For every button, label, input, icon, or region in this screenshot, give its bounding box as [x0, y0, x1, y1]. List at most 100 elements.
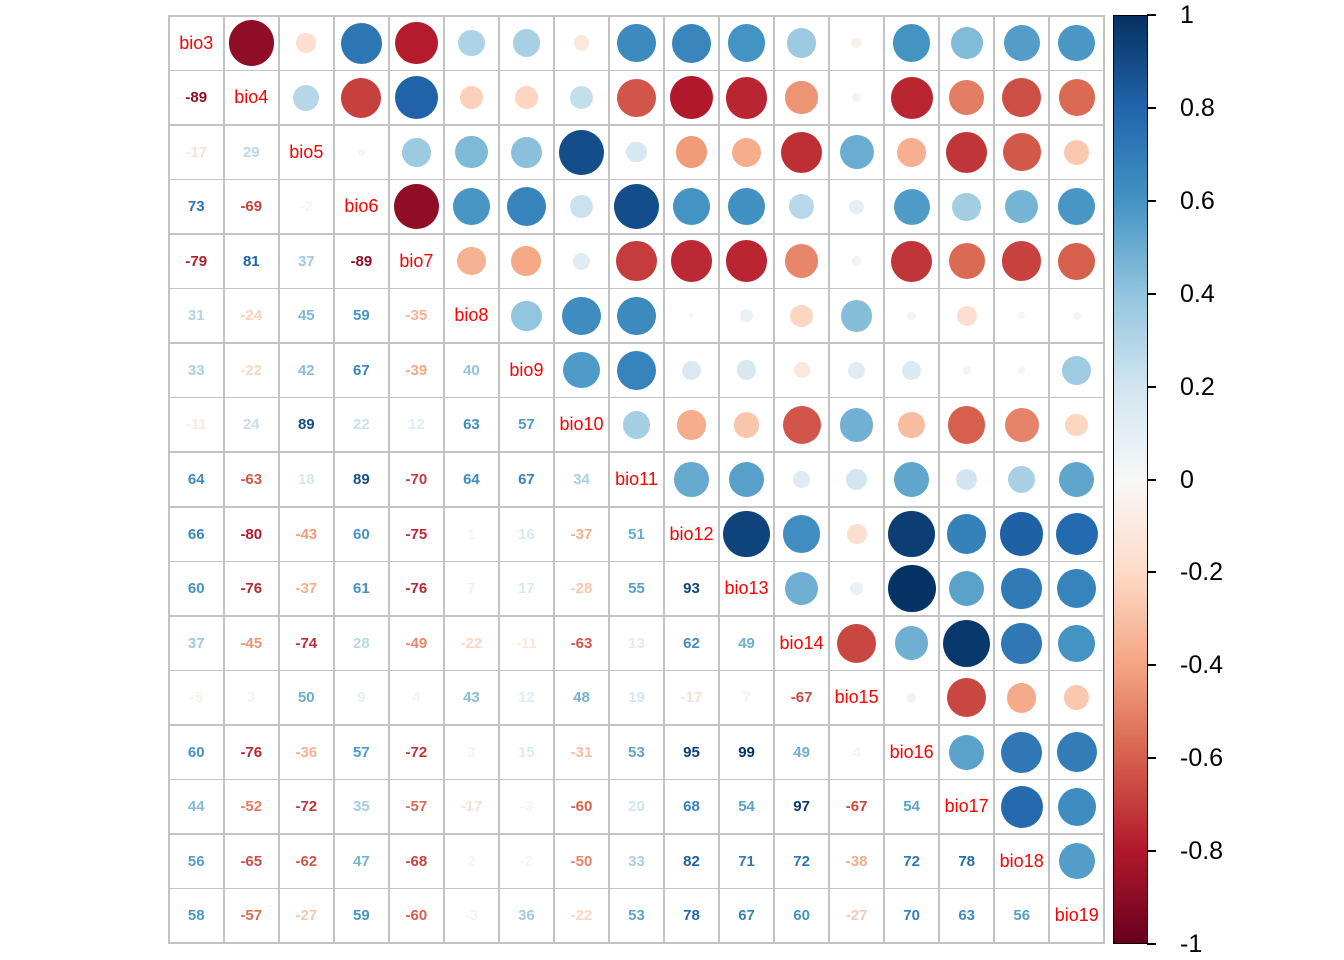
- corr-number-bio12-bio6: 60: [353, 525, 370, 543]
- corr-number-cell-bio13-bio6: 61: [334, 562, 389, 616]
- corr-circle-bio5-bio16: [897, 137, 927, 167]
- corr-number-cell-bio19-bio4: -57: [224, 889, 279, 943]
- corr-circle-bio6-bio12: [672, 188, 711, 226]
- corr-circle-cell-bio4-bio9: [499, 71, 554, 125]
- corr-number-cell-bio12-bio11: 51: [609, 507, 664, 561]
- corr-number-cell-bio14-bio10: -63: [554, 616, 609, 670]
- corr-circle-bio8-bio9: [511, 300, 542, 331]
- corr-circle-cell-bio10-bio19: [1049, 398, 1104, 452]
- corr-circle-bio5-bio18: [1002, 133, 1041, 172]
- corr-number-bio17-bio15: -67: [845, 798, 868, 816]
- corr-number-cell-bio7-bio3: -79: [169, 234, 224, 288]
- corr-circle-cell-bio5-bio18: [994, 125, 1049, 179]
- corr-circle-cell-bio8-bio9: [499, 289, 554, 343]
- diagonal-cell-bio13: bio13: [719, 562, 774, 616]
- corr-number-bio11-bio10: 34: [573, 470, 590, 488]
- corr-circle-bio10-bio13: [733, 412, 760, 438]
- corr-circle-bio10-bio17: [948, 406, 986, 444]
- corr-number-cell-bio14-bio7: -49: [389, 616, 444, 670]
- corr-number-bio16-bio6: 57: [353, 743, 370, 761]
- corr-number-cell-bio16-bio8: 3: [444, 725, 499, 779]
- colorbar-tick-label-0: 0: [1180, 465, 1194, 494]
- corr-circle-cell-bio4-bio17: [939, 71, 994, 125]
- corr-circle-cell-bio13-bio14: [774, 562, 829, 616]
- diagonal-cell-bio12: bio12: [664, 507, 719, 561]
- corr-circle-bio3-bio14: [786, 28, 817, 58]
- corr-circle-bio6-bio18: [1005, 190, 1039, 224]
- corr-circle-cell-bio7-bio11: [609, 234, 664, 288]
- corr-number-bio12-bio7: -75: [405, 525, 428, 543]
- corr-number-bio15-bio8: 43: [463, 689, 480, 707]
- corr-circle-bio3-bio17: [950, 27, 983, 59]
- corr-circle-bio6-bio15: [849, 199, 864, 214]
- corr-number-cell-bio18-bio8: 2: [444, 834, 499, 888]
- corr-number-cell-bio19-bio14: 60: [774, 889, 829, 943]
- corr-number-cell-bio19-bio15: -27: [829, 889, 884, 943]
- corr-number-bio9-bio7: -39: [405, 361, 428, 379]
- corr-number-bio8-bio4: -24: [240, 307, 263, 325]
- colorbar-tick-label-1: 1: [1180, 1, 1194, 29]
- corr-circle-cell-bio5-bio11: [609, 125, 664, 179]
- corr-circle-bio6-bio8: [452, 188, 490, 226]
- corr-circle-cell-bio8-bio14: [774, 289, 829, 343]
- corr-number-cell-bio15-bio8: 43: [444, 671, 499, 725]
- corr-circle-bio3-bio10: [573, 35, 590, 51]
- corr-circle-bio7-bio19: [1058, 242, 1096, 280]
- corr-number-cell-bio14-bio13: 49: [719, 616, 774, 670]
- corr-circle-bio6-bio17: [952, 192, 981, 221]
- corr-circle-cell-bio15-bio16: [884, 671, 939, 725]
- corr-number-bio15-bio13: 7: [742, 689, 751, 707]
- corr-circle-bio4-bio17: [949, 80, 984, 115]
- corr-circle-bio10-bio12: [676, 410, 707, 440]
- colorbar-tick-0: [1147, 478, 1156, 481]
- corr-circle-bio8-bio13: [740, 309, 753, 323]
- corr-number-bio15-bio7: 4: [412, 689, 421, 707]
- corr-number-bio11-bio6: 89: [353, 470, 370, 488]
- corr-number-bio14-bio10: -63: [570, 634, 593, 652]
- corr-circle-cell-bio3-bio18: [994, 16, 1049, 70]
- corr-circle-bio9-bio10: [563, 352, 600, 389]
- corr-number-cell-bio9-bio3: 33: [169, 343, 224, 397]
- corr-number-bio14-bio6: 28: [353, 634, 370, 652]
- corr-circle-bio3-bio15: [851, 37, 862, 49]
- corr-number-bio19-bio15: -27: [845, 907, 868, 925]
- corr-number-cell-bio15-bio10: 48: [554, 671, 609, 725]
- corr-circle-bio6-bio10: [570, 195, 593, 218]
- corr-number-bio16-bio12: 95: [683, 743, 700, 761]
- corr-number-bio7-bio6: -89: [350, 252, 373, 270]
- corr-circle-cell-bio6-bio15: [829, 180, 884, 234]
- corr-circle-bio6-bio19: [1058, 188, 1096, 226]
- corr-number-cell-bio5-bio3: -17: [169, 125, 224, 179]
- diagonal-cell-bio18: bio18: [994, 834, 1049, 888]
- corr-circle-bio8-bio12: [689, 313, 694, 319]
- corr-number-bio18-bio14: 72: [793, 852, 810, 870]
- corr-circle-cell-bio11-bio18: [994, 452, 1049, 507]
- corr-number-bio10-bio6: 22: [353, 416, 370, 434]
- corr-number-bio14-bio3: 37: [187, 634, 205, 652]
- corr-number-bio18-bio11: 33: [628, 852, 645, 870]
- corr-number-bio15-bio14: -67: [790, 689, 813, 707]
- corr-circle-cell-bio3-bio6: [334, 16, 389, 70]
- corr-number-cell-bio6-bio3: 73: [169, 180, 224, 234]
- corr-circle-cell-bio9-bio17: [939, 343, 994, 397]
- corr-number-bio12-bio8: 1: [467, 525, 476, 543]
- corr-circle-bio8-bio19: [1072, 311, 1081, 320]
- corr-circle-bio6-bio7: [393, 184, 440, 230]
- corr-number-cell-bio9-bio5: 42: [279, 343, 334, 397]
- colorbar-tick--1: [1147, 943, 1156, 945]
- corr-circle-bio7-bio13: [725, 240, 768, 283]
- corr-number-cell-bio15-bio11: 19: [609, 671, 664, 725]
- corr-number-cell-bio19-bio11: 53: [609, 889, 664, 943]
- corr-circle-cell-bio15-bio17: [939, 671, 994, 725]
- corr-circle-cell-bio8-bio13: [719, 289, 774, 343]
- corr-number-cell-bio14-bio12: 62: [664, 616, 719, 670]
- corr-number-bio10-bio4: 24: [242, 416, 260, 434]
- corr-circle-bio13-bio19: [1057, 568, 1097, 609]
- corr-number-cell-bio17-bio3: 44: [169, 780, 224, 834]
- corr-circle-cell-bio6-bio18: [994, 180, 1049, 234]
- corr-number-bio5-bio4: 29: [242, 143, 260, 161]
- corr-circle-bio4-bio18: [1002, 78, 1042, 117]
- corr-number-bio17-bio10: -60: [570, 798, 593, 816]
- corr-circle-cell-bio13-bio17: [939, 562, 994, 616]
- corr-circle-bio4-bio10: [569, 85, 594, 110]
